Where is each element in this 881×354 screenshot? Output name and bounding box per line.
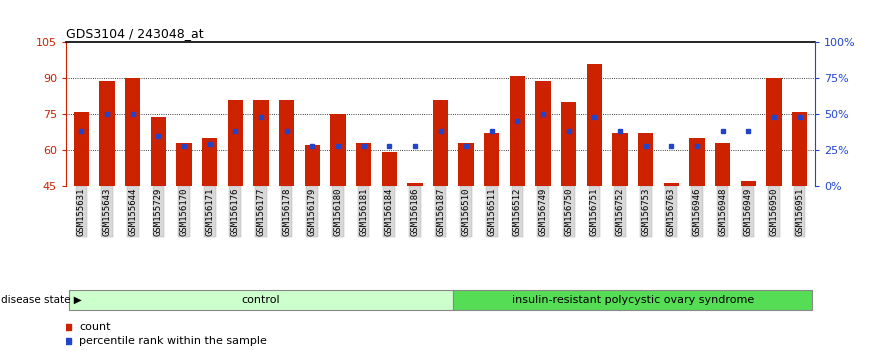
Text: GDS3104 / 243048_at: GDS3104 / 243048_at xyxy=(66,27,204,40)
Bar xyxy=(714,143,730,186)
Bar xyxy=(330,114,345,186)
Text: insulin-resistant polycystic ovary syndrome: insulin-resistant polycystic ovary syndr… xyxy=(512,295,754,305)
Bar xyxy=(792,112,807,186)
Bar xyxy=(612,133,627,186)
Bar xyxy=(741,181,756,186)
Bar xyxy=(279,100,294,186)
Bar xyxy=(151,116,167,186)
Bar xyxy=(227,100,243,186)
Bar xyxy=(638,133,654,186)
Bar xyxy=(689,138,705,186)
Bar xyxy=(454,290,812,310)
Bar xyxy=(356,143,371,186)
Bar xyxy=(176,143,192,186)
Bar xyxy=(663,183,679,186)
Bar xyxy=(561,102,576,186)
Bar xyxy=(536,81,551,186)
Bar xyxy=(407,183,423,186)
Bar xyxy=(202,138,218,186)
Bar xyxy=(587,64,602,186)
Bar xyxy=(100,81,115,186)
Text: percentile rank within the sample: percentile rank within the sample xyxy=(79,336,267,346)
Bar xyxy=(254,100,269,186)
Bar xyxy=(305,145,320,186)
Bar xyxy=(458,143,474,186)
Bar xyxy=(766,78,781,186)
Text: disease state ▶: disease state ▶ xyxy=(1,295,82,305)
Bar xyxy=(433,100,448,186)
Bar xyxy=(484,133,500,186)
Text: control: control xyxy=(241,295,280,305)
Bar xyxy=(381,152,397,186)
Text: count: count xyxy=(79,322,111,332)
Bar xyxy=(510,76,525,186)
Bar xyxy=(125,78,140,186)
Bar xyxy=(69,290,454,310)
Bar xyxy=(74,112,89,186)
